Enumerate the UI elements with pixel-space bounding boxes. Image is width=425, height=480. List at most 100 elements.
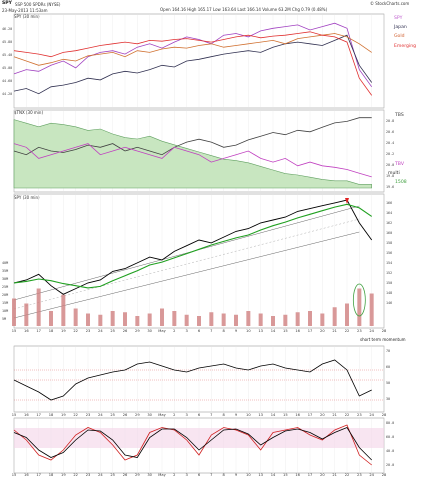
panel2-label: $TNX (30 min) bbox=[14, 110, 44, 115]
p5-month-tick: 17 bbox=[36, 473, 41, 477]
p3-volume-bar bbox=[197, 316, 201, 326]
p1-y-tick: 46.20 bbox=[2, 27, 12, 31]
p5-month-tick: 20 bbox=[320, 473, 325, 477]
p3-month-tick: 9 bbox=[235, 329, 238, 333]
p3-y-tick: 164 bbox=[386, 211, 392, 215]
legend-japan: Japan bbox=[394, 25, 407, 30]
p3-volume-bar bbox=[295, 312, 300, 326]
p3-series-spy bbox=[13, 199, 373, 295]
p4-month-tick: 6 bbox=[198, 413, 201, 417]
p4-series-rsi bbox=[13, 359, 372, 401]
p3-volume-bar bbox=[234, 314, 238, 326]
legend-multi: multi bbox=[388, 171, 400, 176]
p3-month-tick: 22 bbox=[73, 329, 78, 333]
date-label: 23-May-2013 11:53am bbox=[2, 8, 48, 13]
p5-month-tick: 23 bbox=[86, 473, 91, 477]
p3-month-tick: 24 bbox=[98, 329, 103, 333]
p3-volume-tick: 20M bbox=[2, 293, 8, 297]
p5-month-tick: 10 bbox=[246, 473, 251, 477]
p3-month-tick: 16 bbox=[24, 329, 29, 333]
p3-volume-bar bbox=[345, 303, 349, 326]
p4-month-tick: 22 bbox=[345, 413, 350, 417]
p3-y-tick: 156 bbox=[386, 251, 392, 255]
p2-y-tick: 20.6 bbox=[386, 130, 394, 134]
p3-month-tick: 23 bbox=[86, 329, 91, 333]
p3-ma-line bbox=[13, 203, 373, 289]
p5-month-tick: 24 bbox=[369, 473, 374, 477]
p4-month-tick: 15 bbox=[283, 413, 288, 417]
p3-y-tick: 154 bbox=[386, 261, 392, 265]
p3-month-tick: 17 bbox=[308, 329, 313, 333]
p3-month-tick: 15 bbox=[283, 329, 288, 333]
p5-y-tick: 20.0 bbox=[386, 463, 394, 467]
p5-series-d bbox=[13, 427, 372, 461]
p3-month-tick: 23 bbox=[357, 329, 362, 333]
p4-month-tick: 17 bbox=[308, 413, 313, 417]
p5-y-tick: 60.0 bbox=[386, 435, 394, 439]
p3-volume-tick: 5M bbox=[2, 317, 6, 321]
p4-y-tick: 30 bbox=[386, 397, 390, 401]
p3-volume-highlight bbox=[352, 283, 366, 317]
p5-month-tick: 23 bbox=[357, 473, 362, 477]
p3-y-tick: 152 bbox=[386, 271, 392, 275]
p5-month-tick: 19 bbox=[61, 473, 66, 477]
p1-y-tick: 44.20 bbox=[2, 92, 12, 96]
legend-1508: 1508 bbox=[395, 180, 407, 185]
p4-y-tick: 70 bbox=[386, 349, 390, 353]
p3-volume-bar bbox=[258, 313, 263, 326]
panel3-label: SPY (30 min) bbox=[14, 195, 40, 200]
p4-month-tick: 19 bbox=[61, 413, 66, 417]
p3-month-tick: 30 bbox=[147, 329, 152, 333]
p3-month-tick: 25 bbox=[110, 329, 115, 333]
p4-y-tick: 60 bbox=[386, 365, 390, 369]
p3-month-tick: 17 bbox=[36, 329, 41, 333]
p3-volume-bar bbox=[61, 294, 66, 326]
p3-y-tick: 146 bbox=[386, 301, 392, 305]
p3-month-tick: 16 bbox=[295, 329, 300, 333]
p5-month-tick: 6 bbox=[198, 473, 201, 477]
p3-volume-tick: 40M bbox=[2, 261, 8, 265]
p3-volume-bar bbox=[332, 307, 337, 326]
p3-volume-tick: 15M bbox=[2, 301, 8, 305]
p3-channel-mid bbox=[13, 218, 360, 310]
p5-month-tick: 28 bbox=[382, 473, 387, 477]
p4-month-tick: 26 bbox=[123, 413, 128, 417]
p3-volume-bar bbox=[36, 288, 41, 326]
p3-month-tick: 13 bbox=[258, 329, 263, 333]
p1-y-tick: 45.00 bbox=[2, 66, 12, 70]
p3-y-tick: 158 bbox=[386, 241, 392, 245]
p4-month-tick: 7 bbox=[210, 413, 212, 417]
p1-y-tick: 44.60 bbox=[2, 79, 12, 83]
legend-gold: Gold bbox=[394, 34, 405, 39]
legend-spy: SPY bbox=[394, 16, 403, 21]
p4-month-tick: 24 bbox=[98, 413, 103, 417]
p3-month-tick: 20 bbox=[320, 329, 325, 333]
symbol-label: SPY bbox=[2, 1, 13, 6]
p4-month-tick: 23 bbox=[357, 413, 362, 417]
p2-y-tick: 20.4 bbox=[386, 141, 394, 145]
p2-y-tick: 19.6 bbox=[386, 185, 394, 189]
p3-volume-bar bbox=[283, 314, 288, 326]
p4-month-tick: 20 bbox=[320, 413, 325, 417]
p4-month-tick: 10 bbox=[246, 413, 251, 417]
p3-volume-bar bbox=[86, 313, 90, 326]
p4-month-tick: 21 bbox=[332, 413, 337, 417]
p2-y-tick: 19.8 bbox=[386, 174, 394, 178]
credit-label: © StockCharts.com bbox=[370, 1, 410, 6]
p5-month-tick: 3 bbox=[186, 473, 188, 477]
p5-month-tick: 18 bbox=[49, 473, 54, 477]
p5-month-tick: 9 bbox=[235, 473, 238, 477]
p3-month-tick: 14 bbox=[271, 329, 276, 333]
p3-month-tick: 18 bbox=[49, 329, 54, 333]
p5-month-tick: 25 bbox=[110, 473, 115, 477]
p4-month-tick: 25 bbox=[110, 413, 115, 417]
p4-month-tick: 22 bbox=[73, 413, 78, 417]
p4-month-tick: 16 bbox=[295, 413, 300, 417]
p4-month-tick: 14 bbox=[271, 413, 276, 417]
p4-month-tick: 15 bbox=[12, 413, 17, 417]
p3-month-tick: 8 bbox=[223, 329, 226, 333]
p1-series-emerging bbox=[13, 31, 373, 96]
legend-tbv: TBV bbox=[395, 162, 404, 167]
p2-y-tick: 20.2 bbox=[386, 152, 394, 156]
p3-volume-tick: 10M bbox=[2, 309, 8, 313]
